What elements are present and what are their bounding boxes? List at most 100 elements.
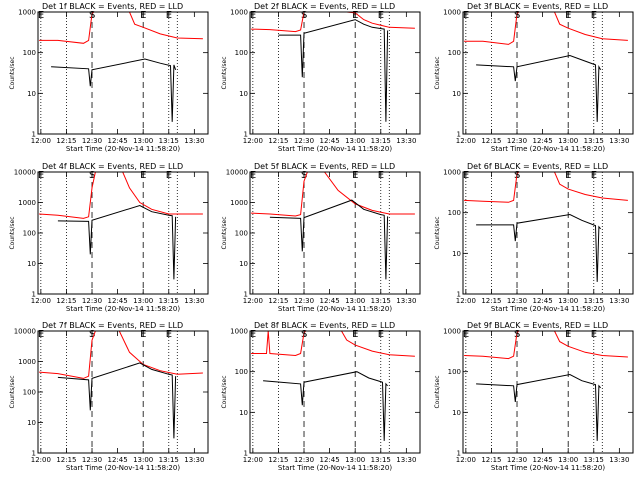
- panel-title: Det 7f BLACK = Events, RED = LLD: [42, 321, 183, 330]
- plot-frame: [37, 171, 209, 295]
- event-rate-line: [476, 213, 601, 282]
- y-tick-label: 10: [27, 419, 36, 427]
- x-tick-label: 12:00: [456, 456, 476, 464]
- panel-title: Det 5f BLACK = Events, RED = LLD: [254, 162, 395, 171]
- x-tick-label: 12:45: [108, 297, 128, 305]
- event-rate-line: [51, 58, 177, 122]
- y-tick-label: 1000: [443, 9, 461, 17]
- x-tick-label: 13:00: [345, 297, 365, 305]
- x-axis-label: Start Time (20-Nov-14 11:58:20): [278, 305, 392, 313]
- x-tick-label: 13:30: [609, 137, 629, 145]
- x-tick-label: 13:15: [159, 456, 179, 464]
- y-tick-label: 1000: [18, 358, 36, 366]
- x-tick-label: 12:30: [82, 137, 102, 145]
- x-tick-label: 12:00: [243, 456, 263, 464]
- x-tick-label: 12:30: [294, 137, 314, 145]
- x-tick-label: 12:45: [533, 456, 553, 464]
- x-axis-label: Start Time (20-Nov-14 11:58:20): [66, 464, 180, 472]
- y-axis-label: Counts/sec: [221, 56, 228, 89]
- y-axis-label: Counts/sec: [9, 375, 16, 408]
- x-tick-label: 12:15: [268, 456, 288, 464]
- x-tick-label: 12:45: [533, 137, 553, 145]
- plot-frame: [462, 11, 634, 135]
- y-tick-label: 100: [23, 389, 36, 397]
- x-tick-label: 12:45: [108, 137, 128, 145]
- lld-rate-line: [39, 11, 203, 44]
- x-tick-label: 12:15: [481, 297, 501, 305]
- x-tick-label: 12:15: [268, 137, 288, 145]
- y-axis-label: Counts/sec: [434, 375, 441, 408]
- x-axis-label: Start Time (20-Nov-14 11:58:20): [491, 464, 605, 472]
- y-tick-label: 10000: [226, 169, 248, 177]
- y-tick-label: 100: [448, 49, 461, 57]
- x-tick-label: 13:30: [609, 456, 629, 464]
- x-tick-label: 13:30: [184, 456, 204, 464]
- detector-panel-6: Det 6f BLACK = Events, RED = LLDESEE1101…: [434, 162, 634, 313]
- event-rate-line: [476, 373, 601, 441]
- x-tick-label: 13:00: [558, 297, 578, 305]
- y-tick-label: 100: [448, 209, 461, 217]
- y-tick-label: 10000: [14, 328, 36, 336]
- x-tick-label: 12:15: [56, 456, 76, 464]
- x-tick-label: 12:15: [481, 137, 501, 145]
- plot-frame: [249, 171, 421, 295]
- y-tick-label: 1000: [230, 328, 248, 336]
- x-tick-label: 12:30: [507, 137, 527, 145]
- x-tick-label: 13:15: [584, 297, 604, 305]
- y-tick-label: 10: [27, 260, 36, 268]
- x-tick-label: 12:00: [31, 456, 51, 464]
- y-tick-label: 1: [457, 450, 461, 458]
- detector-panel-3: Det 3f BLACK = Events, RED = LLDESEE1101…: [434, 2, 634, 153]
- x-tick-label: 12:45: [320, 297, 340, 305]
- panel-title: Det 9f BLACK = Events, RED = LLD: [467, 321, 608, 330]
- x-tick-label: 12:00: [243, 137, 263, 145]
- detector-panel-1: Det 1f BLACK = Events, RED = LLDESEE1101…: [9, 2, 209, 153]
- y-tick-label: 100: [235, 230, 248, 238]
- x-tick-label: 12:30: [507, 297, 527, 305]
- y-tick-label: 10: [452, 90, 461, 98]
- x-axis-label: Start Time (20-Nov-14 11:58:20): [278, 145, 392, 153]
- lld-rate-line: [251, 330, 415, 357]
- x-axis-label: Start Time (20-Nov-14 11:58:20): [66, 145, 180, 153]
- y-tick-label: 10: [239, 90, 248, 98]
- y-tick-label: 10: [452, 409, 461, 417]
- plot-frame: [37, 330, 209, 454]
- panel-title: Det 2f BLACK = Events, RED = LLD: [254, 2, 395, 11]
- x-tick-label: 13:15: [159, 297, 179, 305]
- detector-panel-2: Det 2f BLACK = Events, RED = LLDESEE1101…: [221, 2, 421, 153]
- x-tick-label: 13:00: [558, 137, 578, 145]
- x-tick-label: 12:30: [82, 297, 102, 305]
- y-tick-label: 1: [244, 291, 248, 299]
- x-axis-label: Start Time (20-Nov-14 11:58:20): [66, 305, 180, 313]
- detector-panel-5: Det 5f BLACK = Events, RED = LLDESEE1101…: [221, 162, 421, 313]
- x-tick-label: 12:00: [456, 297, 476, 305]
- x-tick-label: 12:45: [320, 456, 340, 464]
- panel-title: Det 3f BLACK = Events, RED = LLD: [467, 2, 608, 11]
- x-tick-label: 13:30: [396, 137, 416, 145]
- x-tick-label: 13:00: [133, 456, 153, 464]
- y-tick-label: 1000: [443, 328, 461, 336]
- y-tick-label: 1000: [230, 9, 248, 17]
- y-tick-label: 10: [27, 90, 36, 98]
- x-axis-label: Start Time (20-Nov-14 11:58:20): [491, 305, 605, 313]
- y-tick-label: 10000: [14, 169, 36, 177]
- event-rate-line: [57, 362, 177, 439]
- x-tick-label: 13:00: [133, 137, 153, 145]
- y-tick-label: 100: [235, 49, 248, 57]
- lld-rate-line: [251, 11, 415, 33]
- y-tick-label: 1000: [18, 9, 36, 17]
- panel-title: Det 6f BLACK = Events, RED = LLD: [467, 162, 608, 171]
- event-rate-line: [269, 199, 389, 280]
- x-tick-label: 12:15: [56, 297, 76, 305]
- panel-title: Det 8f BLACK = Events, RED = LLD: [254, 321, 395, 330]
- y-tick-label: 1: [32, 291, 36, 299]
- x-tick-label: 13:00: [558, 456, 578, 464]
- panel-title: Det 4f BLACK = Events, RED = LLD: [42, 162, 183, 171]
- y-axis-label: Counts/sec: [434, 56, 441, 89]
- lld-rate-line: [39, 330, 203, 379]
- x-tick-label: 13:00: [345, 456, 365, 464]
- x-axis-label: Start Time (20-Nov-14 11:58:20): [491, 145, 605, 153]
- plot-frame: [249, 330, 421, 454]
- y-tick-label: 10: [239, 260, 248, 268]
